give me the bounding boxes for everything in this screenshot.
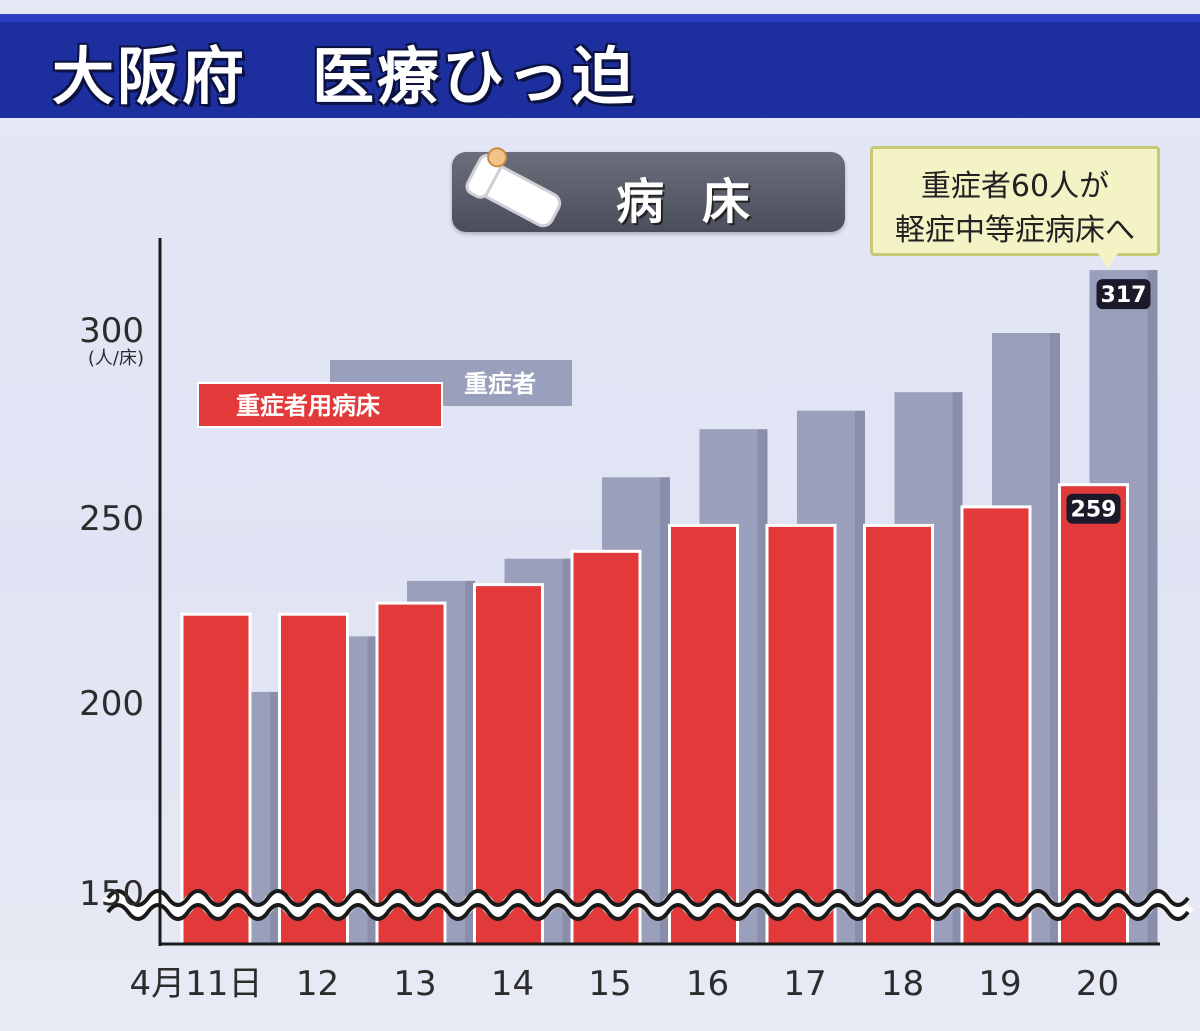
beds-bar-4: [570, 549, 642, 946]
patients-bar-shade-5: [757, 429, 768, 944]
y-tick-label-300: 300: [79, 311, 144, 351]
patients-bar-shade-3: [562, 558, 573, 944]
section-label-text: 病床: [615, 174, 788, 230]
callout-box: 重症者60人が 軽症中等症病床へ: [870, 146, 1160, 256]
beds-bar-8: [960, 505, 1032, 946]
axes: [158, 238, 1160, 946]
beds-bar-5: [668, 523, 739, 946]
beds-bar-6: [765, 523, 837, 946]
x-tick-label-1: 12: [296, 964, 339, 1004]
beds-bars: [180, 483, 1129, 946]
callout-line-1: 重症者60人が: [920, 169, 1110, 204]
patients-bar-shade-8: [1050, 333, 1060, 944]
data-label-bg-0: [1096, 279, 1151, 310]
break-line-top: [106, 889, 1190, 907]
patients-bar-shade-9: [1147, 270, 1158, 945]
beds-bar-9: [1058, 483, 1129, 946]
callout-pointer: [1098, 253, 1118, 269]
break-line-bottom: [106, 903, 1190, 921]
beds-bar-3: [473, 583, 544, 946]
x-tick-label-4: 15: [588, 964, 631, 1004]
data-label-1: 259: [1071, 498, 1117, 523]
title-strip: [0, 14, 1200, 22]
patients-bar-shade-4: [660, 477, 670, 944]
page-title: 大阪府 医療ひっ迫: [52, 40, 638, 113]
y-tick-label-250: 250: [79, 499, 144, 539]
x-tick-label-7: 18: [881, 964, 924, 1004]
callout-line-2: 軽症中等症病床へ: [895, 213, 1135, 248]
x-tick-label-2: 13: [393, 964, 436, 1004]
patients-bar-shade-1: [367, 636, 378, 944]
patients-bar-shade-0: [270, 691, 280, 944]
patients-bar-shade-6: [855, 410, 865, 944]
x-tick-label-0: 4月11日: [130, 964, 263, 1004]
legend-label-patients: 重症者: [464, 370, 536, 398]
axis-break: [102, 889, 1194, 921]
x-tick-label-8: 19: [978, 964, 1021, 1004]
x-tick-label-3: 14: [491, 964, 534, 1004]
data-labels: 317 259: [1066, 279, 1151, 524]
x-tick-label-5: 16: [686, 964, 729, 1004]
beds-bar-2: [375, 601, 447, 946]
legend-label-beds: 重症者用病床: [236, 392, 380, 420]
hospital-bed-icon: [465, 147, 562, 228]
break-band: [102, 891, 1194, 919]
patients-bar-shade-7: [952, 392, 963, 944]
legend-swatch-beds: [197, 382, 443, 428]
patients-bar-shade-2: [465, 580, 475, 944]
data-label-0: 317: [1101, 283, 1147, 308]
tick-labels: 150 200 250 300(人/床) 4月11日 12 13 14 15 16 17 18 19 20: [79, 311, 1119, 1004]
title-band: [0, 14, 1200, 118]
y-tick-label-150: 150: [79, 874, 144, 914]
y-tick-label-200: 200: [79, 684, 144, 724]
y-axis-unit: (人/床): [88, 348, 144, 369]
x-tick-label-9: 20: [1076, 964, 1119, 1004]
beds-bar-7: [863, 523, 934, 946]
x-tick-label-6: 17: [783, 964, 826, 1004]
data-label-bg-1: [1066, 493, 1121, 524]
